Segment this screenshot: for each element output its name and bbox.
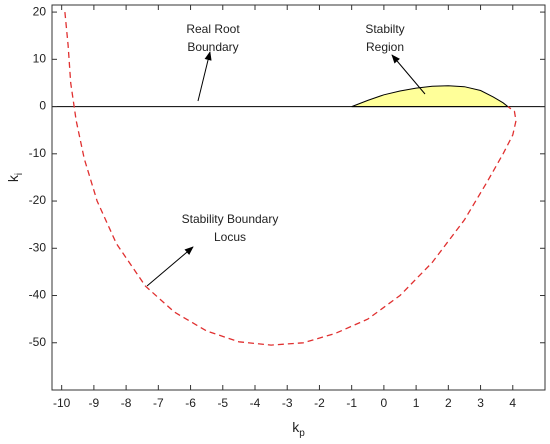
x-tick-label: -7 <box>153 396 164 410</box>
annotation-arrow <box>146 246 194 287</box>
x-tick-label: -6 <box>185 396 196 410</box>
x-tick-label: -1 <box>346 396 357 410</box>
x-axis-label-sub: p <box>299 428 305 439</box>
y-tick-label: -20 <box>29 193 47 207</box>
y-tick-label: -40 <box>29 288 47 302</box>
y-axis-label-sub: i <box>14 173 25 175</box>
annotation-text: Stability Boundary <box>182 212 279 226</box>
annotation-text: Real Root <box>186 22 240 36</box>
x-tick-label: -2 <box>314 396 325 410</box>
x-tick-label: 1 <box>413 396 420 410</box>
y-axis-label-main: k <box>5 174 21 182</box>
plot-frame <box>51 4 546 391</box>
x-tick-label: 3 <box>477 396 484 410</box>
x-tick-label: 2 <box>445 396 452 410</box>
annotation-text: Boundary <box>187 40 238 54</box>
stability-region <box>351 85 510 108</box>
annotation-text: Locus <box>214 230 246 244</box>
x-tick-label: -5 <box>217 396 228 410</box>
locus-line <box>64 12 517 346</box>
x-tick-label: 4 <box>509 396 516 410</box>
y-tick-label: 10 <box>33 51 47 65</box>
x-tick-label: -10 <box>53 396 71 410</box>
x-tick-label: -8 <box>121 396 132 410</box>
annotation-arrow <box>197 51 212 102</box>
x-tick-label: -3 <box>282 396 293 410</box>
x-tick-label: -9 <box>89 396 100 410</box>
x-tick-label: 0 <box>381 396 388 410</box>
annotation-text: Region <box>366 40 404 54</box>
y-tick-label: 20 <box>33 4 47 18</box>
x-axis-label-main: k <box>292 419 300 435</box>
y-axis-label: ki <box>5 173 25 182</box>
y-tick-label: 0 <box>39 99 46 113</box>
y-tick-label: -10 <box>29 146 47 160</box>
annotation-text: Stabilty <box>365 22 404 36</box>
x-axis-label: kp <box>292 419 305 439</box>
x-tick-label: -4 <box>250 396 261 410</box>
y-tick-label: -30 <box>29 240 47 254</box>
y-tick-label: -50 <box>29 335 47 349</box>
annotation-arrow <box>391 54 426 95</box>
